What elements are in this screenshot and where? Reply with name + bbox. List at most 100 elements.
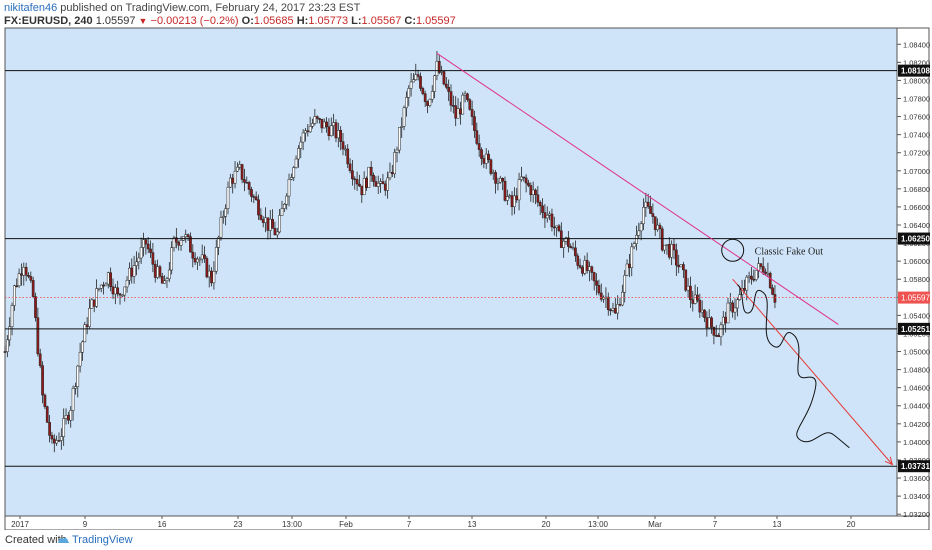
- candle-body: [238, 164, 242, 168]
- candle-body: [635, 235, 638, 244]
- candle-body: [64, 415, 68, 419]
- candle-body: [52, 438, 56, 444]
- candle-body: [700, 309, 704, 313]
- candle-body: [231, 177, 235, 184]
- candle-body: [393, 152, 397, 175]
- candle-body: [503, 180, 507, 201]
- candles: [3, 50, 777, 453]
- candle-body: [170, 247, 174, 271]
- candle-body: [712, 326, 716, 336]
- candle-body: [346, 148, 350, 165]
- candle-body: [226, 186, 230, 209]
- candle-body: [336, 130, 340, 139]
- y-tick-label: 1.04200: [903, 420, 930, 429]
- candle-body: [679, 264, 683, 268]
- candle-body: [191, 251, 195, 259]
- candle-body: [736, 299, 739, 309]
- candle-body: [386, 177, 389, 191]
- candle-body: [362, 178, 366, 196]
- candle-body: [639, 223, 643, 232]
- publish-text: published on TradingView.com, February 2…: [60, 2, 361, 14]
- open-value: 1.05685: [253, 15, 294, 27]
- candle-body: [689, 285, 692, 300]
- candle-body: [31, 280, 35, 297]
- candle-body: [381, 181, 385, 185]
- candle-body: [282, 204, 286, 209]
- candle-body: [604, 296, 608, 299]
- candle-body: [236, 166, 239, 172]
- symbol-info: FX:EURUSD, 240 1.05597 ▼ −0.00213 (−0.2%…: [4, 15, 456, 27]
- x-tick-label: 20: [847, 520, 856, 529]
- author-link[interactable]: nikitafen46: [4, 2, 58, 14]
- candle-body: [109, 272, 112, 287]
- publish-info: nikitafen46 published on TradingView.com…: [4, 2, 360, 14]
- candle-body: [398, 127, 401, 151]
- candle-body: [592, 272, 596, 282]
- candle-body: [271, 218, 274, 229]
- candle-body: [390, 171, 394, 175]
- candle-body: [304, 130, 307, 134]
- candle-body: [409, 81, 413, 89]
- candle-body: [574, 247, 577, 257]
- candle-body: [548, 213, 551, 216]
- candle-body: [430, 91, 434, 100]
- candle-body: [22, 267, 26, 276]
- candle-body: [247, 182, 251, 190]
- candle-body: [294, 158, 298, 168]
- close-value: 1.05597: [415, 15, 456, 27]
- candle-body: [259, 214, 263, 220]
- candle-body: [686, 285, 690, 291]
- candle-body: [334, 122, 338, 139]
- candle-body: [667, 244, 671, 258]
- candle-body: [466, 93, 469, 100]
- y-tick-label: 1.05000: [903, 348, 930, 357]
- forecast-arrow: [732, 278, 893, 465]
- candle-body: [557, 225, 561, 232]
- candle-body: [416, 74, 420, 77]
- candle-body: [351, 170, 354, 180]
- candle-body: [369, 166, 373, 176]
- candle-body: [48, 422, 51, 436]
- tradingview-brand[interactable]: TradingView: [72, 534, 133, 546]
- last-price-tag-label: 1.05597: [901, 294, 930, 303]
- candle-body: [250, 189, 253, 197]
- candle-body: [534, 189, 537, 196]
- y-tick-label: 1.04400: [903, 402, 930, 411]
- candle-body: [487, 153, 490, 160]
- y-tick-label: 1.06800: [903, 185, 930, 194]
- candle-body: [280, 208, 284, 216]
- candle-body: [142, 239, 145, 248]
- candle-body: [158, 266, 162, 277]
- candle-body: [576, 255, 580, 266]
- candle-body: [297, 148, 300, 160]
- price-chart[interactable]: 1.08400 1.08200 1.08000 1.07800 1.07600 1.074…: [0, 0, 932, 530]
- y-tick-label: 1.06000: [903, 257, 930, 266]
- candle-body: [444, 83, 448, 88]
- candle-body: [139, 247, 143, 259]
- candle-body: [449, 91, 453, 106]
- y-tick-label: 1.07600: [903, 113, 930, 122]
- candle-body: [559, 230, 563, 248]
- candle-body: [149, 248, 152, 253]
- y-tick-label: 1.05800: [903, 275, 930, 284]
- footer: Created with TradingView: [0, 530, 932, 550]
- candle-body: [81, 341, 84, 353]
- candle-body: [285, 195, 289, 205]
- candle-body: [123, 286, 127, 296]
- x-tick-label: 13:00: [588, 520, 609, 529]
- candle-body: [707, 317, 711, 329]
- candle-body: [644, 201, 648, 208]
- candle-body: [372, 174, 375, 182]
- candle-body: [628, 263, 631, 268]
- candle-body: [130, 267, 134, 277]
- price-axis: [896, 27, 930, 517]
- candle-body: [353, 178, 357, 181]
- candle-body: [97, 288, 101, 290]
- candle-body: [175, 237, 178, 243]
- candle-body: [423, 93, 427, 102]
- candle-body: [254, 196, 258, 201]
- candle-body: [437, 61, 441, 73]
- candle-body: [405, 97, 408, 109]
- candle-body: [156, 266, 159, 278]
- candle-body: [329, 125, 333, 136]
